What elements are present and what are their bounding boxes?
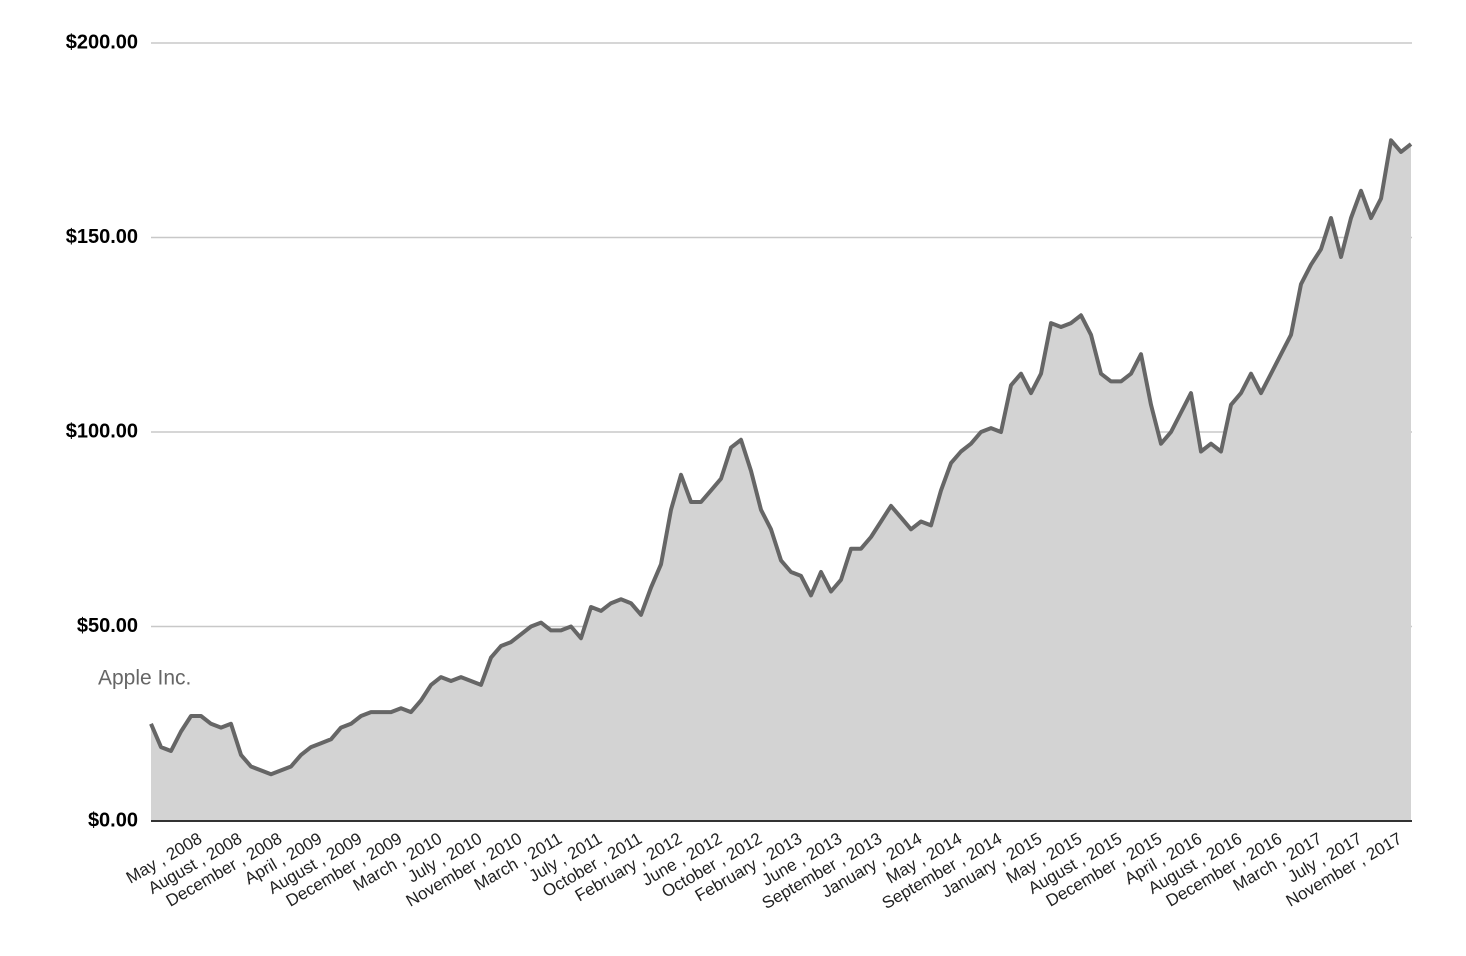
y-tick-label: $200.00 bbox=[66, 31, 138, 53]
area bbox=[151, 140, 1411, 822]
y-tick-label: $0.00 bbox=[88, 809, 138, 831]
y-tick-label: $100.00 bbox=[66, 420, 138, 442]
y-tick-label: $50.00 bbox=[77, 615, 138, 637]
y-tick-label: $150.00 bbox=[66, 226, 138, 248]
series-label: Apple Inc. bbox=[98, 667, 191, 690]
line bbox=[149, 138, 1413, 777]
